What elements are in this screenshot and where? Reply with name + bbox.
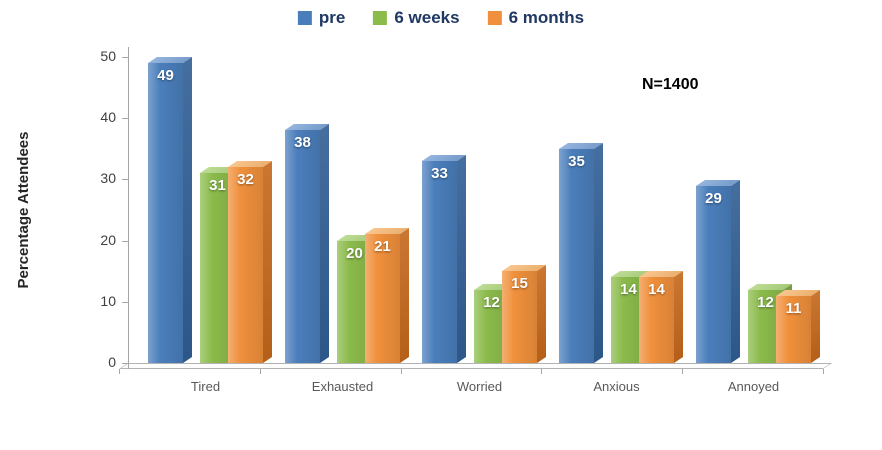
legend-item-6-weeks: 6 weeks (373, 8, 460, 28)
bar-value-label-6-weeks-annoyed: 12 (757, 293, 774, 311)
bar-side-pre-anxious (594, 142, 603, 363)
category-label-worried: Worried (456, 379, 503, 394)
x-tick-mark (823, 369, 824, 374)
y-tick-label: 0 (108, 354, 116, 370)
legend-item-pre: pre (297, 8, 346, 28)
bar-value-label-pre-exhausted: 38 (294, 134, 311, 152)
bar-value-label-6-weeks-exhausted: 20 (346, 244, 363, 262)
bar-pre-annoyed (696, 185, 731, 363)
bar-pre-tired (148, 63, 183, 363)
bar-side-6-months-tired (263, 161, 272, 363)
y-tick-mark (122, 363, 128, 364)
x-tick-mark (400, 369, 402, 374)
bar-value-label-6-months-worried: 15 (511, 275, 528, 293)
x-tick-mark (541, 369, 543, 374)
y-tick-label: 10 (100, 292, 116, 309)
bar-side-pre-worried (457, 155, 466, 363)
bar-6-months-worried (502, 271, 537, 363)
bar-value-label-6-weeks-worried: 12 (483, 293, 500, 311)
bar-pre-worried (422, 161, 457, 363)
legend-label: pre (318, 8, 346, 27)
chart-floor (118, 363, 832, 369)
bar-pre-anxious (559, 148, 594, 363)
y-tick-label: 50 (100, 48, 116, 64)
legend-swatch-icon (297, 11, 312, 25)
y-tick-mark (122, 179, 128, 181)
y-tick-mark (122, 240, 128, 242)
legend-item-6-months: 6 months (487, 8, 585, 28)
y-tick-label: 30 (100, 170, 116, 187)
category-label-tired: Tired (190, 379, 221, 394)
category-label-anxious: Anxious (593, 379, 640, 394)
y-tick-mark (122, 57, 128, 58)
bar-pre-exhausted (285, 130, 320, 363)
category-label-annoyed: Annoyed (727, 379, 780, 394)
legend-label: 6 months (508, 8, 585, 27)
y-tick-mark (122, 301, 128, 303)
bar-6-months-exhausted (365, 234, 400, 363)
bar-6-months-tired (228, 167, 263, 363)
bar-side-pre-exhausted (320, 124, 329, 363)
bar-value-label-pre-annoyed: 29 (705, 189, 722, 207)
sample-size-annotation: N=1400 (642, 76, 699, 93)
bar-side-pre-tired (183, 57, 192, 363)
y-axis-line (128, 47, 129, 369)
legend-swatch-icon (487, 11, 502, 25)
bar-value-label-6-weeks-anxious: 14 (620, 281, 637, 299)
bar-value-label-pre-tired: 49 (157, 67, 174, 85)
y-tick-label: 20 (100, 231, 116, 248)
legend-label: 6 weeks (394, 8, 460, 27)
bar-value-label-6-months-exhausted: 21 (374, 238, 391, 256)
legend-swatch-icon (373, 11, 388, 25)
y-tick-label: 40 (100, 109, 116, 126)
x-tick-mark (259, 369, 261, 374)
bar-side-pre-annoyed (731, 179, 740, 363)
x-tick-mark (682, 369, 684, 374)
bar-value-label-6-months-tired: 32 (237, 171, 254, 189)
bar-value-label-6-weeks-tired: 31 (209, 177, 226, 195)
bar-value-label-pre-worried: 33 (431, 165, 448, 183)
bar-6-months-annoyed (776, 295, 811, 363)
bar-value-label-6-months-annoyed: 11 (785, 299, 802, 317)
x-tick-mark (119, 369, 120, 374)
y-tick-mark (122, 118, 128, 120)
chart-legend: pre 6 weeks 6 months (297, 8, 585, 28)
bar-value-label-6-months-anxious: 14 (648, 281, 665, 299)
category-label-exhausted: Exhausted (311, 379, 374, 394)
bar-6-months-anxious (639, 277, 674, 363)
bar-value-label-pre-anxious: 35 (568, 152, 585, 170)
